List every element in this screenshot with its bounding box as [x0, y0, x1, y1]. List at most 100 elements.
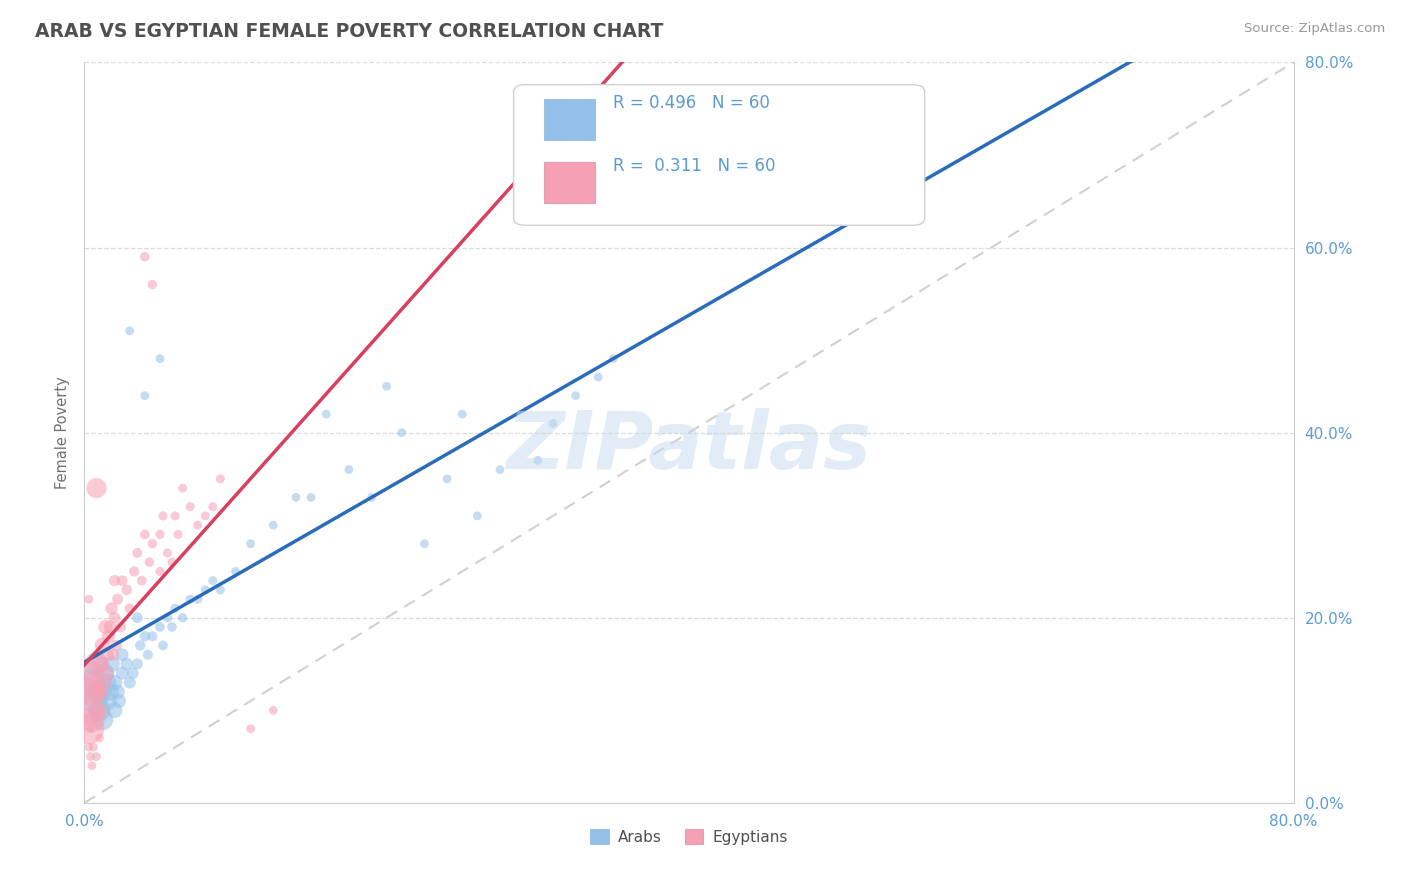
Point — [239, 722, 262, 736]
Point — [110, 620, 132, 634]
Point — [94, 620, 117, 634]
Y-axis label: Female Poverty: Female Poverty — [55, 376, 70, 489]
Point — [187, 592, 209, 607]
Point — [134, 629, 156, 643]
Point — [115, 657, 138, 671]
Legend: Arabs, Egyptians: Arabs, Egyptians — [585, 822, 793, 851]
Point — [239, 536, 262, 550]
Text: ARAB VS EGYPTIAN FEMALE POVERTY CORRELATION CHART: ARAB VS EGYPTIAN FEMALE POVERTY CORRELAT… — [35, 22, 664, 41]
Point — [77, 703, 100, 717]
Point — [299, 491, 322, 505]
Point — [141, 536, 163, 550]
Point — [111, 666, 134, 681]
Point — [111, 648, 134, 662]
Point — [80, 675, 103, 690]
Point — [86, 657, 108, 671]
Point — [172, 481, 194, 495]
Point — [105, 639, 128, 653]
Point — [131, 574, 153, 588]
Point — [194, 508, 217, 523]
Point — [122, 565, 145, 579]
Point — [337, 462, 360, 476]
Point — [77, 592, 100, 607]
Point — [149, 620, 172, 634]
Point — [89, 703, 111, 717]
Point — [489, 462, 512, 476]
Point — [107, 685, 129, 699]
Point — [100, 657, 122, 671]
Point — [118, 601, 141, 615]
Point — [201, 500, 224, 514]
Point — [225, 565, 247, 579]
Point — [89, 685, 111, 699]
Point — [89, 731, 111, 745]
Point — [77, 722, 100, 736]
Point — [96, 675, 118, 690]
Point — [104, 703, 127, 717]
Point — [121, 666, 143, 681]
Point — [588, 370, 610, 384]
Point — [375, 379, 398, 393]
Point — [79, 749, 101, 764]
Point — [100, 601, 122, 615]
Point — [201, 574, 224, 588]
Point — [104, 675, 127, 690]
Point — [160, 555, 183, 569]
Point — [127, 546, 149, 560]
Point — [79, 722, 101, 736]
Point — [93, 675, 115, 690]
Point — [129, 639, 152, 653]
Point — [602, 351, 624, 366]
Point — [156, 610, 179, 624]
Point — [80, 713, 103, 727]
Point — [149, 351, 172, 366]
Point — [209, 472, 232, 486]
Point — [467, 508, 489, 523]
FancyBboxPatch shape — [544, 99, 595, 140]
Point — [80, 758, 103, 772]
Point — [134, 250, 156, 264]
Point — [209, 582, 232, 597]
Point — [127, 657, 149, 671]
Point — [187, 518, 209, 533]
Point — [86, 749, 108, 764]
Point — [136, 648, 159, 662]
Point — [165, 601, 187, 615]
Point — [82, 740, 104, 755]
Point — [111, 574, 134, 588]
FancyBboxPatch shape — [544, 162, 595, 203]
Point — [165, 508, 187, 523]
Point — [436, 472, 458, 486]
Point — [134, 527, 156, 541]
Point — [87, 657, 110, 671]
Point — [89, 685, 111, 699]
Point — [262, 518, 284, 533]
Text: R =  0.311   N = 60: R = 0.311 N = 60 — [613, 157, 775, 175]
Point — [141, 629, 163, 643]
Point — [101, 648, 124, 662]
Point — [160, 620, 183, 634]
FancyBboxPatch shape — [513, 85, 925, 226]
Text: R = 0.496   N = 60: R = 0.496 N = 60 — [613, 95, 769, 112]
Point — [86, 481, 108, 495]
Point — [413, 536, 436, 550]
Point — [79, 685, 101, 699]
Point — [541, 417, 564, 431]
Point — [98, 685, 121, 699]
Point — [93, 666, 115, 681]
Point — [179, 500, 201, 514]
Point — [285, 491, 308, 505]
Text: Source: ZipAtlas.com: Source: ZipAtlas.com — [1244, 22, 1385, 36]
Point — [82, 675, 104, 690]
Point — [134, 388, 156, 402]
Point — [138, 555, 160, 569]
Point — [104, 574, 127, 588]
Point — [104, 610, 127, 624]
Point — [152, 508, 174, 523]
Point — [84, 685, 107, 699]
Point — [156, 546, 179, 560]
Point — [90, 657, 112, 671]
Point — [96, 694, 118, 708]
Point — [194, 582, 217, 597]
Point — [96, 666, 118, 681]
